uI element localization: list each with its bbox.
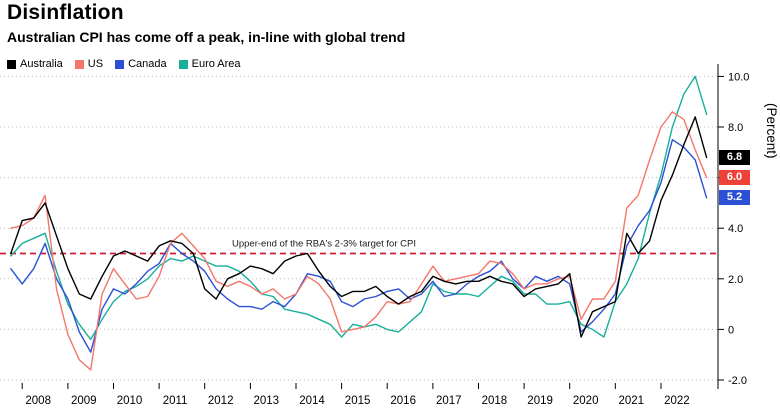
y-tick-label: 4.0	[728, 223, 743, 235]
legend-label: Euro Area	[191, 58, 241, 70]
y-tick-label: 10.0	[728, 71, 749, 83]
legend-label: Australia	[20, 58, 63, 70]
legend-item-us: US	[74, 58, 104, 70]
x-tick-label: 2015	[345, 395, 371, 407]
x-tick-label: 2016	[390, 395, 416, 407]
legend-item-euro-area: Euro Area	[178, 58, 241, 70]
end-value-label-canada: 5.2	[719, 190, 750, 205]
x-tick-label: 2012	[208, 395, 234, 407]
chart-title: Disinflation	[7, 1, 124, 24]
x-tick-label: 2019	[527, 395, 553, 407]
legend-label: US	[87, 58, 104, 70]
end-value-label-australia: 6.8	[719, 150, 750, 165]
cpi-line-chart: Upper-end of the RBA's 2-3% target for C…	[0, 64, 749, 407]
y-tick-label: 8.0	[728, 122, 743, 134]
series-line-us	[10, 111, 708, 371]
legend-swatch-euro-area	[178, 59, 188, 69]
legend-item-australia: Australia	[7, 58, 63, 70]
x-tick-label: 2010	[117, 395, 143, 407]
x-tick-label: 2020	[573, 395, 599, 407]
x-tick-label: 2017	[436, 395, 462, 407]
y-tick-label: -2.0	[728, 375, 747, 387]
x-tick-label: 2009	[71, 395, 97, 407]
x-tick-label: 2014	[299, 395, 325, 407]
x-tick-label: 2013	[254, 395, 280, 407]
target-line-annotation: Upper-end of the RBA's 2-3% target for C…	[232, 239, 416, 250]
y-tick-label: 2.0	[728, 274, 743, 286]
series-line-euro-area	[10, 75, 708, 341]
x-tick-label: 2021	[619, 395, 645, 407]
chart-subtitle: Australian CPI has come off a peak, in-l…	[7, 29, 406, 45]
legend-label: Canada	[128, 58, 167, 70]
x-tick-label: 2018	[482, 395, 508, 407]
x-tick-label: 2022	[664, 395, 690, 407]
legend-swatch-canada	[115, 59, 125, 69]
x-tick-label: 2008	[25, 395, 51, 407]
legend-swatch-us	[74, 59, 84, 69]
series-line-australia	[10, 116, 708, 338]
end-value-label-us: 6.0	[719, 170, 750, 185]
series-line-canada	[10, 138, 708, 353]
chart-legend: Australia US Canada Euro Area	[7, 58, 241, 70]
legend-swatch-australia	[7, 59, 16, 69]
y-tick-label: 0	[728, 324, 734, 336]
y-axis-title: (Percent)	[764, 103, 779, 159]
x-tick-label: 2011	[163, 395, 188, 407]
legend-item-canada: Canada	[115, 58, 167, 70]
